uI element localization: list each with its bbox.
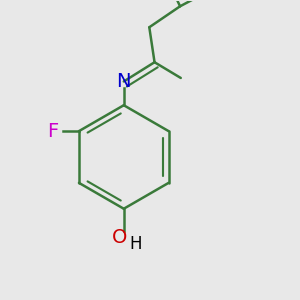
Text: O: O <box>112 228 127 247</box>
Text: F: F <box>47 122 58 141</box>
Text: H: H <box>129 235 142 253</box>
Text: N: N <box>116 72 131 91</box>
